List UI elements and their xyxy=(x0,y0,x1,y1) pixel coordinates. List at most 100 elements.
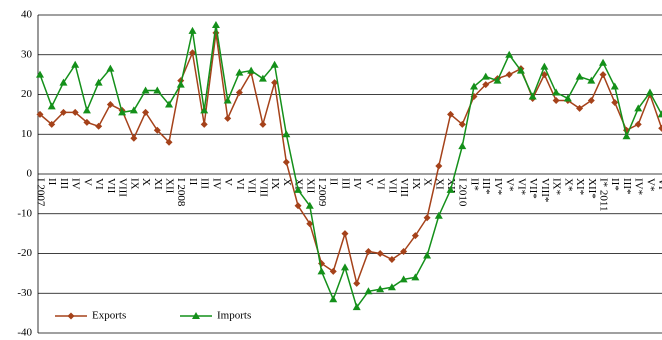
x-tick-label: I 2010 xyxy=(457,178,469,207)
x-tick-label: IX xyxy=(269,178,281,190)
legend-label: Imports xyxy=(217,310,251,322)
point xyxy=(59,108,67,116)
x-tick-label: XII xyxy=(304,178,316,194)
point xyxy=(447,110,455,118)
point xyxy=(552,88,561,96)
point xyxy=(387,283,396,291)
point xyxy=(634,104,643,112)
x-tick-label: XI xyxy=(293,178,305,190)
x-tick-label: II xyxy=(187,178,199,186)
point xyxy=(71,60,80,68)
point xyxy=(188,26,197,34)
point xyxy=(446,185,455,193)
x-tick-label: X* xyxy=(562,178,574,191)
point xyxy=(587,96,595,104)
point xyxy=(658,124,662,132)
point xyxy=(153,86,162,94)
point xyxy=(106,100,114,108)
y-tick-label: -20 xyxy=(17,247,32,259)
x-tick-label: X xyxy=(281,178,293,186)
point xyxy=(329,267,337,275)
point xyxy=(67,312,75,320)
point xyxy=(153,126,161,134)
point xyxy=(141,86,150,94)
x-tick-label: VI xyxy=(375,178,387,190)
point xyxy=(657,110,662,118)
point xyxy=(235,68,244,76)
point xyxy=(423,251,432,259)
point xyxy=(282,130,291,138)
point xyxy=(258,74,267,82)
x-tick-label: X xyxy=(422,178,434,186)
point xyxy=(610,82,619,90)
point xyxy=(142,108,150,116)
x-tick-label: IV xyxy=(210,178,222,190)
point xyxy=(200,120,208,128)
x-tick-label: VII xyxy=(105,178,117,194)
x-tick-label: VII* xyxy=(527,178,539,199)
point xyxy=(82,106,91,114)
x-tick-label: VI xyxy=(93,178,105,190)
x-tick-label: I 2009 xyxy=(316,178,328,207)
point xyxy=(129,106,138,114)
point xyxy=(516,66,525,74)
point xyxy=(399,275,408,283)
point xyxy=(611,98,619,106)
x-tick-label: IX xyxy=(128,178,140,190)
x-tick-label: IV xyxy=(351,178,363,190)
point xyxy=(305,201,314,209)
y-tick-label: -10 xyxy=(17,207,32,219)
x-tick-label: XII* xyxy=(586,178,598,199)
point xyxy=(411,232,419,240)
x-tick-label: XI xyxy=(433,178,445,190)
point xyxy=(106,64,115,72)
point xyxy=(130,134,138,142)
point xyxy=(645,88,654,96)
series-line xyxy=(39,24,662,309)
point xyxy=(376,250,384,257)
point xyxy=(341,230,349,238)
x-tick-label: VIII* xyxy=(539,178,551,202)
point xyxy=(270,60,279,68)
point xyxy=(48,120,56,128)
x-tick-label: III xyxy=(58,178,70,189)
point xyxy=(329,295,338,303)
x-tick-label: VIII xyxy=(257,178,269,197)
x-tick-label: XI xyxy=(152,178,164,190)
x-tick-label: II* xyxy=(468,178,480,191)
point xyxy=(95,122,103,130)
point xyxy=(94,78,103,86)
x-tick-label: VIII xyxy=(398,178,410,197)
x-tick-label: I 2007 xyxy=(34,178,46,207)
y-tick-label: 30 xyxy=(21,48,33,60)
x-tick-label: IX* xyxy=(551,178,563,195)
x-tick-label: III xyxy=(199,178,211,189)
point xyxy=(622,132,631,140)
point xyxy=(552,96,560,104)
point xyxy=(247,66,256,74)
point xyxy=(599,71,607,79)
point xyxy=(575,72,584,80)
x-tick-label: X xyxy=(140,178,152,186)
point xyxy=(400,248,408,256)
x-tick-label: VII xyxy=(386,178,398,194)
point xyxy=(59,78,68,86)
point xyxy=(576,104,584,112)
point xyxy=(352,303,361,311)
point xyxy=(306,220,314,228)
point xyxy=(165,100,174,108)
point xyxy=(235,89,243,97)
point xyxy=(364,287,373,295)
x-tick-label: V xyxy=(363,178,375,186)
point xyxy=(458,142,467,150)
x-tick-label: VII xyxy=(246,178,258,194)
point xyxy=(423,214,431,222)
point xyxy=(528,92,537,100)
point xyxy=(458,120,466,128)
point xyxy=(259,120,267,128)
x-tick-label: VIII xyxy=(117,178,129,197)
x-tick-label: III* xyxy=(621,178,633,195)
y-tick-label: -30 xyxy=(17,287,32,299)
x-tick-label: II xyxy=(46,178,58,186)
point xyxy=(294,185,303,193)
